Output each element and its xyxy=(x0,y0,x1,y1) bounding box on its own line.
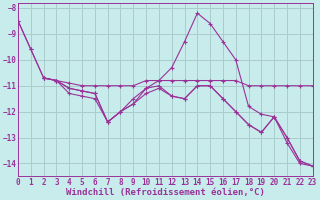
X-axis label: Windchill (Refroidissement éolien,°C): Windchill (Refroidissement éolien,°C) xyxy=(66,188,265,197)
